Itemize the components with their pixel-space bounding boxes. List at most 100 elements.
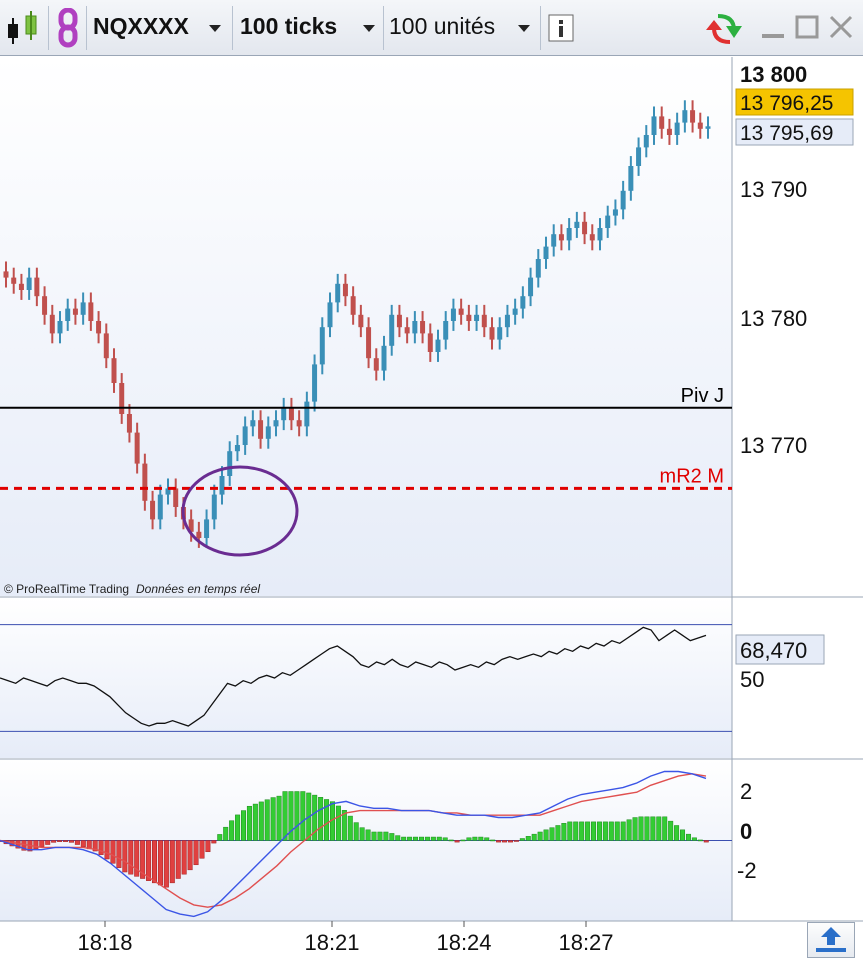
candle-body	[636, 147, 642, 166]
macd-histogram-bar	[436, 836, 442, 841]
candle-body	[535, 259, 541, 278]
macd-histogram-bar	[205, 840, 211, 853]
candle-body	[342, 283, 348, 297]
macd-histogram-bar	[169, 840, 175, 884]
macd-tick-minus2: -2	[737, 858, 757, 883]
macd-histogram-bar	[531, 833, 537, 841]
macd-histogram-bar	[80, 840, 86, 847]
macd-histogram-bar	[39, 840, 45, 847]
candle-body	[597, 228, 603, 241]
macd-histogram-bar	[395, 835, 401, 841]
macd-histogram-bar	[596, 821, 602, 841]
price-panel-bg	[0, 57, 732, 596]
macd-histogram-bar	[282, 791, 288, 841]
macd-histogram-bar	[229, 820, 235, 841]
macd-histogram-bar	[442, 837, 448, 841]
macd-histogram-bar	[235, 814, 241, 841]
macd-histogram-bar	[152, 840, 158, 884]
macd-histogram-bar	[418, 836, 424, 841]
macd-histogram-bar	[413, 836, 419, 841]
units-caret-icon[interactable]	[518, 25, 530, 32]
minimize-icon[interactable]	[760, 16, 786, 42]
macd-histogram-bar	[632, 817, 638, 841]
instrument-caret-icon[interactable]	[209, 25, 221, 32]
macd-histogram-bar	[567, 821, 573, 841]
macd-histogram-bar	[223, 826, 229, 841]
candle-body	[373, 358, 379, 371]
chart-area[interactable]: Piv J mR2 M © ProRealTime Trading Donnée…	[0, 57, 863, 963]
candle-body	[674, 122, 680, 135]
macd-histogram-bar	[626, 819, 632, 841]
macd-histogram-bar	[680, 829, 686, 841]
macd-histogram-bar	[484, 837, 490, 841]
candle-body	[690, 110, 696, 123]
candle-body	[528, 277, 534, 297]
macd-histogram-bar	[555, 825, 561, 841]
macd-histogram-bar	[608, 821, 614, 841]
candle-body	[227, 451, 233, 476]
candle-body	[196, 531, 202, 538]
macd-histogram-bar	[525, 836, 531, 841]
highlight-circle	[181, 465, 299, 557]
candle-body	[150, 500, 156, 520]
refresh-arrows-icon[interactable]	[700, 8, 748, 50]
price-tick-13770: 13 770	[740, 433, 807, 458]
macd-histogram-bar	[573, 821, 579, 841]
link-icon[interactable]	[54, 8, 84, 48]
candle-body	[103, 333, 109, 359]
macd-histogram-bar	[389, 833, 395, 841]
macd-histogram-bar	[668, 820, 674, 841]
macd-histogram-bar	[377, 831, 383, 841]
oscillator-line	[0, 626, 707, 727]
macd-histogram-bar	[199, 840, 205, 859]
macd-histogram-bar	[543, 829, 549, 841]
macd-histogram-bar	[638, 816, 644, 841]
macd-histogram-bar	[312, 794, 318, 841]
instrument-selector[interactable]: NQXXXX	[93, 13, 189, 39]
macd-histogram-bar	[134, 840, 140, 877]
oscillator-value: 68,470	[740, 638, 807, 663]
macd-histogram-bar	[496, 840, 502, 843]
macd-histogram-bar	[490, 839, 496, 842]
candle-body	[520, 296, 526, 309]
candle-body	[381, 345, 387, 371]
candle-body	[612, 209, 618, 216]
candle-body	[157, 494, 163, 520]
macd-histogram-bar	[472, 836, 478, 841]
timeframe-selector[interactable]: 100 ticks	[240, 13, 338, 39]
candle-body	[265, 426, 271, 439]
units-selector[interactable]: 100 unités	[389, 13, 496, 39]
macd-histogram-bar	[502, 840, 508, 843]
macd-histogram-bar	[92, 840, 98, 852]
macd-histogram-bar	[662, 816, 668, 841]
candlestick-icon[interactable]	[4, 10, 44, 46]
macd-tick-0: 0	[740, 819, 752, 844]
candle-body	[389, 314, 395, 346]
macd-histogram-bar	[478, 836, 484, 841]
candle-body	[396, 314, 402, 328]
close-icon[interactable]	[828, 14, 854, 40]
time-tick-1824: 18:24	[436, 930, 491, 955]
candle-body	[443, 321, 449, 340]
macd-histogram-bar	[146, 840, 152, 881]
macd-signal-line	[0, 773, 707, 908]
oscillator-panel-bg	[0, 598, 732, 758]
price-tick-13800: 13 800	[740, 62, 807, 87]
timeframe-caret-icon[interactable]	[363, 25, 375, 32]
candle-body	[96, 321, 102, 334]
macd-histogram-bar	[240, 810, 246, 841]
scroll-to-latest-button[interactable]	[807, 922, 855, 958]
candle-body	[165, 488, 171, 495]
chart-canvas[interactable]: Piv J mR2 M © ProRealTime Trading Donnée…	[0, 57, 863, 963]
macd-histogram-bar	[187, 840, 193, 871]
candle-body	[705, 126, 711, 129]
candle-body	[481, 314, 487, 328]
info-icon[interactable]	[548, 14, 574, 42]
macd-histogram-bar	[110, 840, 116, 864]
price-tick-13790: 13 790	[740, 177, 807, 202]
macd-histogram-bar	[644, 816, 650, 841]
candle-body	[589, 234, 595, 241]
macd-histogram-bar	[300, 791, 306, 841]
candle-body	[605, 215, 611, 228]
maximize-icon[interactable]	[794, 14, 820, 40]
